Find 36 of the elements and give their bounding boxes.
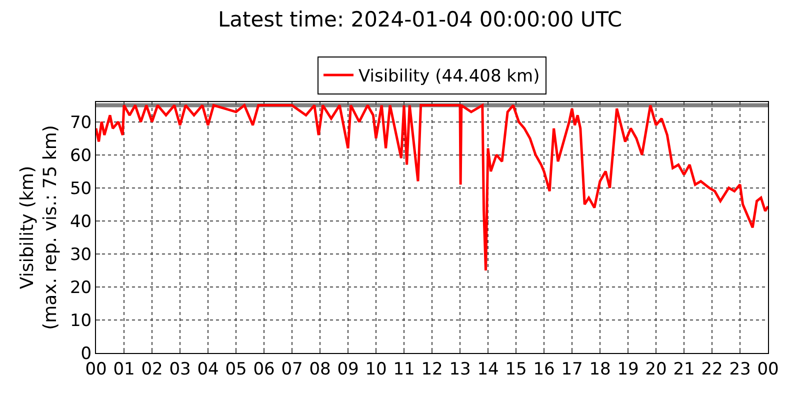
x-tick-label: 19 [617, 359, 639, 380]
x-tick-label: 01 [113, 359, 135, 380]
x-tick-label: 00 [757, 359, 779, 380]
y-tick-label: 60 [70, 146, 92, 166]
x-tick-label: 13 [449, 359, 471, 380]
x-tick-label: 18 [589, 359, 611, 380]
x-tick-label: 15 [505, 359, 527, 380]
x-tick-label: 09 [337, 359, 359, 380]
x-tick-label: 05 [225, 359, 247, 380]
x-tick-label: 23 [729, 359, 751, 380]
y-tick-label: 50 [70, 178, 92, 199]
x-tick-label: 12 [421, 359, 443, 380]
x-tick-label: 07 [281, 359, 303, 380]
legend-label: Visibility (44.408 km) [358, 66, 540, 87]
x-tick-label: 14 [477, 359, 499, 380]
x-tick-label: 00 [85, 359, 107, 380]
x-tick-label: 02 [141, 359, 163, 380]
chart-title: Latest time: 2024-01-04 00:00:00 UTC [218, 8, 622, 32]
y-tick-label: 10 [70, 310, 92, 331]
y-axis-title: Visibility (km) (max. rep. vis.: 75 km) [16, 125, 62, 330]
x-tick-label: 17 [561, 359, 583, 380]
x-tick-label: 21 [673, 359, 695, 380]
x-tick-label: 04 [197, 359, 219, 380]
x-tick-label: 11 [393, 359, 415, 380]
x-tick-label: 06 [253, 359, 275, 380]
x-tick-label: 10 [365, 359, 387, 380]
y-tick-label: 30 [70, 244, 92, 265]
y-tick-label: 20 [70, 278, 92, 298]
x-tick-label: 16 [533, 359, 555, 380]
line-series [96, 104, 768, 272]
x-tick-label: 20 [645, 359, 667, 380]
y-tick-label: 40 [70, 212, 92, 232]
x-tick-label: 08 [309, 359, 331, 380]
y-tick-label: 70 [70, 112, 92, 133]
x-tick-label: 03 [169, 359, 191, 380]
x-tick-label: 22 [701, 359, 723, 380]
